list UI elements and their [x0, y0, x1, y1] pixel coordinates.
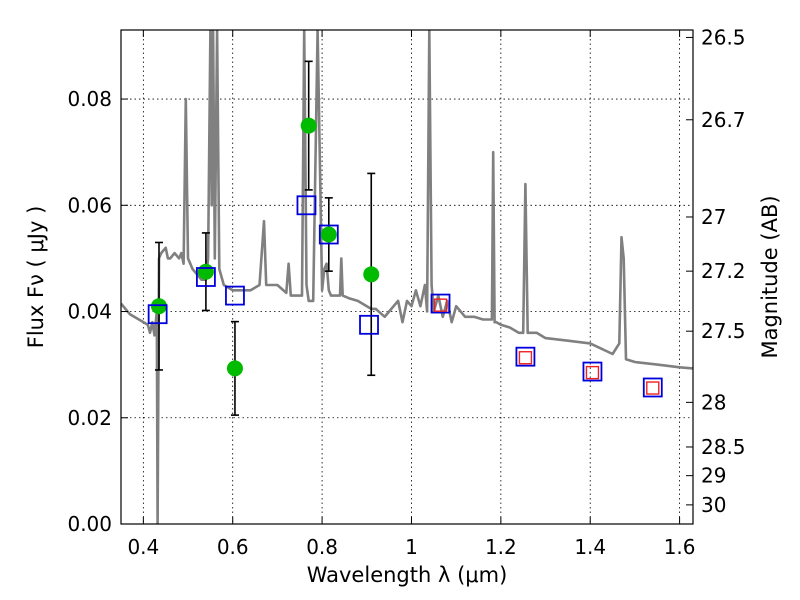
- model-squares: [147, 195, 663, 398]
- data-point: [300, 117, 317, 134]
- data-point: [150, 298, 167, 315]
- x-tick-label: 1.4: [574, 535, 606, 559]
- model-square-blue: [430, 293, 451, 314]
- model-square-blue: [582, 361, 603, 382]
- x-tick-label: 0.8: [306, 535, 338, 559]
- model-square-red: [646, 381, 660, 395]
- model-square-blue: [225, 285, 245, 306]
- x-tick-label: 0.4: [127, 535, 159, 559]
- y-tick-label: 0.06: [67, 193, 112, 217]
- data-points: [150, 117, 380, 377]
- model-square-blue: [196, 267, 216, 287]
- axis-ticks: 0.4 0.6 0.8 1 1.2 1.4 1.6 0.00 0.02 0.04 0.06 0.08 2…: [67, 25, 745, 559]
- model-square-blue: [296, 195, 317, 216]
- y-tick-label: 0.04: [67, 300, 112, 324]
- mag-tick-label: 28: [701, 390, 726, 414]
- model-square-blue: [318, 224, 339, 245]
- y-tick-label: 0.02: [67, 406, 112, 430]
- model-square-red: [585, 365, 600, 380]
- data-point: [197, 263, 214, 280]
- model-square-blue: [359, 314, 379, 335]
- model-square-red: [433, 298, 448, 312]
- model-square-blue: [642, 377, 663, 398]
- y-axis-label: Flux Fν ( μJy ): [24, 206, 48, 349]
- model-square-blue: [147, 304, 168, 325]
- data-point: [363, 266, 380, 283]
- data-point: [320, 226, 337, 243]
- y-tick-label: 0.08: [67, 87, 112, 111]
- mag-tick-label: 29: [701, 464, 726, 488]
- x-tick-label: 1: [405, 535, 418, 559]
- mag-tick-label: 27.2: [701, 259, 746, 283]
- x-axis-label: Wavelength λ (μm): [307, 563, 508, 587]
- model-square-blue: [515, 346, 536, 367]
- mag-tick-label: 27.5: [701, 319, 746, 343]
- x-tick-label: 1.2: [485, 535, 517, 559]
- mag-tick-label: 30: [701, 493, 726, 517]
- right-axis-label: Magnitude (AB): [758, 195, 782, 358]
- spectrum-layer: [121, 30, 693, 524]
- y-tick-label: 0.00: [67, 512, 112, 536]
- model-square-red: [518, 351, 533, 365]
- mag-tick-label: 26.7: [701, 108, 746, 132]
- spectrum-line: [121, 30, 693, 524]
- x-tick-label: 0.6: [217, 535, 249, 559]
- mag-tick-label: 27: [701, 205, 726, 229]
- mag-tick-label: 26.5: [701, 25, 746, 49]
- mag-tick-label: 28.5: [701, 435, 746, 459]
- x-tick-label: 1.6: [664, 535, 696, 559]
- plot-frame: [120, 29, 694, 525]
- data-point: [226, 360, 243, 377]
